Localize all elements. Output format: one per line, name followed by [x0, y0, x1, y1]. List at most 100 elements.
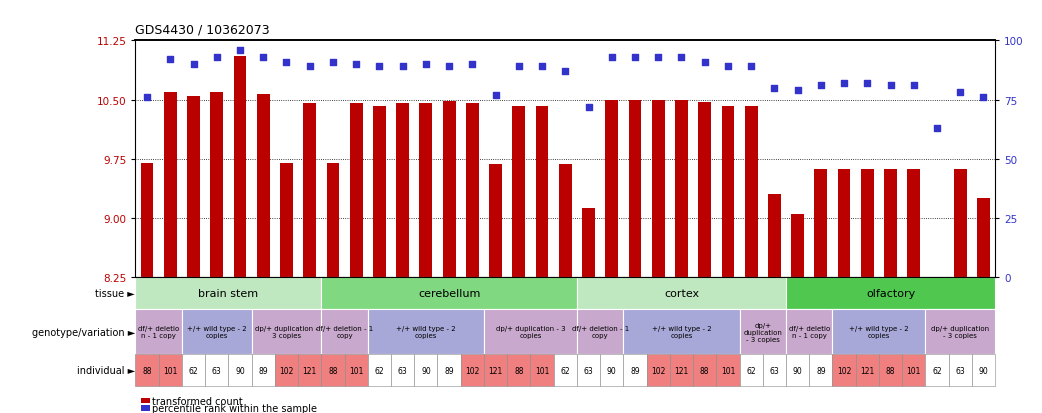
Bar: [257, 95, 270, 277]
Text: 101: 101: [164, 366, 177, 375]
Point: [231, 47, 248, 54]
Bar: [582, 209, 595, 277]
Bar: [675, 100, 688, 277]
Text: dp/+ duplication - 3
copies: dp/+ duplication - 3 copies: [496, 325, 565, 338]
Bar: [205, 354, 228, 386]
Text: 62: 62: [189, 366, 198, 375]
Bar: [879, 354, 902, 386]
Bar: [483, 309, 577, 354]
Bar: [182, 354, 205, 386]
Text: 88: 88: [886, 366, 895, 375]
Bar: [786, 354, 810, 386]
Text: df/+ deletio
n - 1 copy: df/+ deletio n - 1 copy: [139, 325, 179, 338]
Point: [859, 81, 875, 87]
Text: cerebellum: cerebellum: [418, 288, 480, 298]
Bar: [628, 100, 642, 277]
Text: genotype/variation ►: genotype/variation ►: [31, 327, 135, 337]
Bar: [530, 354, 553, 386]
Point: [162, 57, 178, 64]
Bar: [908, 169, 920, 277]
Bar: [786, 277, 995, 309]
Bar: [326, 163, 340, 277]
Bar: [925, 354, 948, 386]
Point: [464, 62, 480, 68]
Bar: [791, 214, 804, 277]
Bar: [977, 199, 990, 277]
Text: +/+ wild type - 2
copies: +/+ wild type - 2 copies: [849, 325, 909, 338]
Text: dp/+
duplication
- 3 copies: dp/+ duplication - 3 copies: [743, 322, 783, 342]
Bar: [321, 309, 368, 354]
Bar: [815, 169, 827, 277]
Bar: [415, 354, 438, 386]
Bar: [251, 309, 321, 354]
Bar: [158, 354, 182, 386]
Text: 62: 62: [561, 366, 570, 375]
Text: df/+ deletion - 1
copy: df/+ deletion - 1 copy: [571, 325, 628, 338]
Text: 121: 121: [861, 366, 874, 375]
Bar: [507, 354, 530, 386]
Text: 101: 101: [535, 366, 549, 375]
Point: [603, 55, 620, 61]
Bar: [275, 354, 298, 386]
Point: [278, 59, 295, 66]
Bar: [698, 103, 711, 277]
Bar: [135, 309, 182, 354]
Bar: [443, 102, 455, 277]
Bar: [745, 107, 758, 277]
Text: cortex: cortex: [664, 288, 699, 298]
Bar: [670, 354, 693, 386]
Bar: [513, 107, 525, 277]
Bar: [838, 169, 850, 277]
Text: 90: 90: [421, 366, 430, 375]
Text: transformed count: transformed count: [152, 396, 243, 406]
Bar: [233, 57, 246, 277]
Text: 63: 63: [769, 366, 779, 375]
Bar: [188, 96, 200, 277]
Point: [673, 55, 690, 61]
Bar: [559, 165, 572, 277]
Bar: [623, 309, 740, 354]
Text: 88: 88: [328, 366, 338, 375]
Text: dp/+ duplication
- 3 copies: dp/+ duplication - 3 copies: [932, 325, 989, 338]
Point: [301, 64, 318, 71]
Point: [696, 59, 713, 66]
Text: 88: 88: [143, 366, 152, 375]
Point: [208, 55, 225, 61]
Point: [650, 55, 667, 61]
Text: 63: 63: [212, 366, 222, 375]
Text: 63: 63: [398, 366, 407, 375]
Bar: [483, 354, 507, 386]
Point: [626, 55, 643, 61]
Bar: [948, 354, 972, 386]
Point: [325, 59, 342, 66]
Bar: [768, 195, 780, 277]
Bar: [280, 163, 293, 277]
Point: [394, 64, 411, 71]
Point: [534, 64, 550, 71]
Bar: [489, 165, 502, 277]
Text: 90: 90: [793, 366, 802, 375]
Bar: [298, 354, 321, 386]
Point: [580, 104, 597, 111]
Bar: [345, 354, 368, 386]
Bar: [623, 354, 647, 386]
Point: [883, 83, 899, 90]
Text: 121: 121: [489, 366, 502, 375]
Text: 62: 62: [933, 366, 942, 375]
Text: 121: 121: [302, 366, 317, 375]
Text: 101: 101: [907, 366, 921, 375]
Text: 89: 89: [258, 366, 268, 375]
Bar: [228, 354, 251, 386]
Text: individual ►: individual ►: [77, 365, 135, 375]
Text: 88: 88: [514, 366, 523, 375]
Text: 88: 88: [700, 366, 710, 375]
Point: [441, 64, 457, 71]
Text: olfactory: olfactory: [866, 288, 915, 298]
Point: [766, 85, 783, 92]
Text: 121: 121: [674, 366, 689, 375]
Text: +/+ wild type - 2
copies: +/+ wild type - 2 copies: [187, 325, 247, 338]
Bar: [861, 169, 873, 277]
Point: [905, 83, 922, 90]
Bar: [135, 354, 158, 386]
Bar: [925, 309, 995, 354]
